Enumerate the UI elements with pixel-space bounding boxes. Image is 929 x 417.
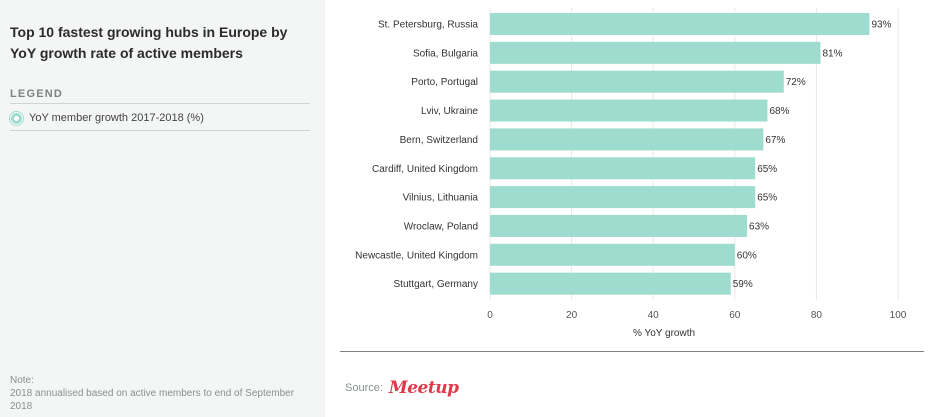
x-tick-label: 20 <box>566 310 578 321</box>
bar <box>490 128 764 151</box>
value-label: 68% <box>769 106 789 117</box>
footer-divider <box>340 351 924 352</box>
x-tick-label: 80 <box>811 310 823 321</box>
sidebar: Top 10 fastest growing hubs in Europe by… <box>0 0 325 417</box>
note: Note: 2018 annualised based on active me… <box>10 374 315 413</box>
chart-area: 0 20 40 60 80 100 St. Petersburg, Russia 93% Sof… <box>330 0 929 345</box>
legend-label: YoY member growth 2017-2018 (%) <box>29 112 204 124</box>
x-axis-title: % YoY growth <box>633 328 695 339</box>
bar <box>490 13 870 35</box>
category-label: Stuttgart, Germany <box>394 279 478 290</box>
value-label: 65% <box>757 193 777 204</box>
bar <box>490 70 784 93</box>
bar <box>490 157 756 180</box>
category-label: Vilnius, Lithuania <box>403 193 479 204</box>
bar <box>490 99 768 122</box>
legend-divider-top <box>10 103 310 104</box>
legend-swatch-icon <box>10 111 23 125</box>
category-label: Bern, Switzerland <box>400 135 478 146</box>
category-label: Wroclaw, Poland <box>404 221 478 232</box>
x-tick-label: 60 <box>729 310 741 321</box>
category-label: Lviv, Ukraine <box>421 106 478 117</box>
value-label: 60% <box>737 250 757 261</box>
category-label: St. Petersburg, Russia <box>378 20 478 31</box>
bar-chart: 0 20 40 60 80 100 St. Petersburg, Russia 93% Sof… <box>355 8 907 339</box>
value-label: 67% <box>765 135 785 146</box>
x-tick-label: 100 <box>890 310 907 321</box>
source: Source: Meetup <box>345 378 459 398</box>
x-tick-label: 0 <box>487 310 493 321</box>
category-label: Cardiff, United Kingdom <box>372 164 478 175</box>
value-label: 59% <box>733 279 753 290</box>
category-label: Newcastle, United Kingdom <box>355 250 478 261</box>
legend-heading: LEGEND <box>10 88 64 100</box>
category-label: Sofia, Bulgaria <box>413 48 478 59</box>
value-label: 63% <box>749 221 769 232</box>
chart-title: Top 10 fastest growing hubs in Europe by… <box>10 24 288 61</box>
category-label: Porto, Portugal <box>411 77 478 88</box>
bar <box>490 214 748 237</box>
x-tick-label: 40 <box>648 310 660 321</box>
meetup-logo[interactable]: Meetup <box>388 378 459 398</box>
value-label: 93% <box>871 20 891 31</box>
bar <box>490 186 756 209</box>
note-text: 2018 annualised based on active members … <box>10 388 295 412</box>
bar <box>490 41 821 64</box>
value-label: 65% <box>757 164 777 175</box>
bar <box>490 243 735 266</box>
value-label: 72% <box>786 77 806 88</box>
legend-item[interactable]: YoY member growth 2017-2018 (%) <box>10 110 204 126</box>
legend-divider-bottom <box>10 130 310 131</box>
value-label: 81% <box>822 48 842 59</box>
bar <box>490 272 731 295</box>
note-label: Note: <box>10 375 34 386</box>
source-label: Source: <box>345 382 383 394</box>
